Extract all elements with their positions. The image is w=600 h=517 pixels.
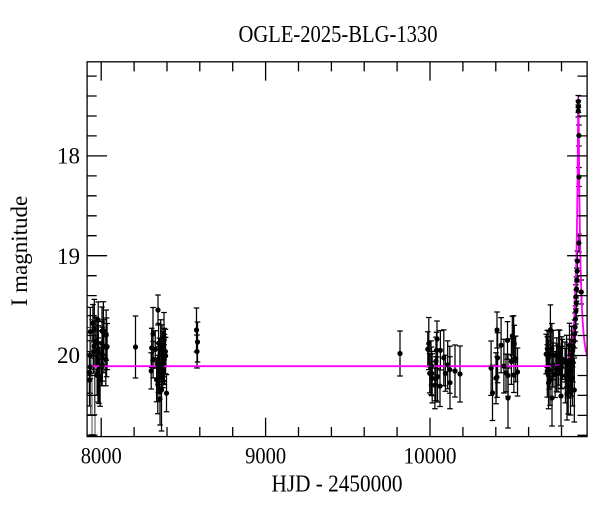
svg-text:19: 19 <box>57 244 80 269</box>
svg-text:I magnitude: I magnitude <box>7 196 32 307</box>
svg-text:18: 18 <box>57 143 80 168</box>
svg-text:HJD - 2450000: HJD - 2450000 <box>272 472 403 498</box>
svg-text:10000: 10000 <box>404 444 457 469</box>
svg-text:8000: 8000 <box>81 444 122 469</box>
svg-text:OGLE-2025-BLG-1330: OGLE-2025-BLG-1330 <box>239 22 438 48</box>
svg-text:20: 20 <box>57 343 80 368</box>
svg-text:9000: 9000 <box>245 444 286 469</box>
